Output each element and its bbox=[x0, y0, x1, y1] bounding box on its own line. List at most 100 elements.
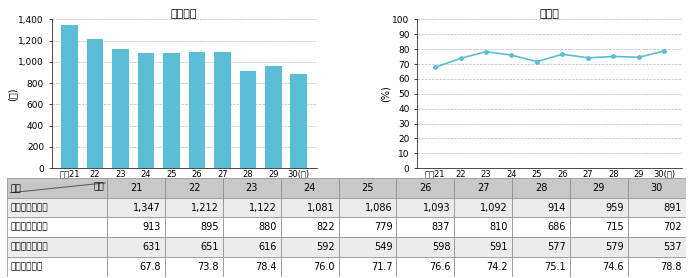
Text: 591: 591 bbox=[489, 242, 508, 252]
Bar bbox=[512, 217, 570, 237]
Bar bbox=[291, 74, 307, 168]
Bar bbox=[281, 178, 338, 198]
Text: 年次: 年次 bbox=[93, 182, 104, 191]
Bar bbox=[107, 237, 165, 257]
Text: 検挙人員（人）: 検挙人員（人） bbox=[10, 242, 48, 252]
Text: 認知件数（件）: 認知件数（件） bbox=[10, 203, 48, 212]
Bar bbox=[7, 198, 107, 217]
Text: 822: 822 bbox=[316, 222, 335, 232]
Text: 779: 779 bbox=[373, 222, 392, 232]
Bar bbox=[338, 178, 396, 198]
Bar bbox=[396, 178, 454, 198]
Text: 1,086: 1,086 bbox=[364, 203, 392, 212]
Bar bbox=[454, 217, 512, 237]
Title: 認知件数: 認知件数 bbox=[171, 9, 197, 19]
Bar bbox=[454, 178, 512, 198]
Text: 837: 837 bbox=[432, 222, 450, 232]
Bar bbox=[223, 237, 281, 257]
Text: 25: 25 bbox=[361, 183, 374, 193]
Text: 24: 24 bbox=[304, 183, 316, 193]
Y-axis label: (%): (%) bbox=[381, 85, 391, 102]
Text: 715: 715 bbox=[605, 222, 624, 232]
Text: 30: 30 bbox=[650, 183, 663, 193]
Text: 549: 549 bbox=[374, 242, 392, 252]
Bar bbox=[223, 198, 281, 217]
Bar bbox=[628, 257, 686, 277]
Bar bbox=[7, 237, 107, 257]
Text: 651: 651 bbox=[200, 242, 219, 252]
Text: 23: 23 bbox=[246, 183, 258, 193]
Text: 67.8: 67.8 bbox=[140, 262, 161, 272]
Bar bbox=[570, 257, 628, 277]
Text: 29: 29 bbox=[593, 183, 605, 193]
Text: 76.6: 76.6 bbox=[429, 262, 450, 272]
Bar bbox=[454, 198, 512, 217]
Text: 914: 914 bbox=[548, 203, 566, 212]
Bar bbox=[628, 217, 686, 237]
Bar bbox=[512, 198, 570, 217]
Bar bbox=[240, 71, 256, 168]
Bar bbox=[570, 178, 628, 198]
Text: 1,081: 1,081 bbox=[307, 203, 335, 212]
Text: 28: 28 bbox=[535, 183, 547, 193]
Text: 616: 616 bbox=[258, 242, 277, 252]
Text: 76.0: 76.0 bbox=[313, 262, 335, 272]
Text: 78.8: 78.8 bbox=[660, 262, 681, 272]
Bar bbox=[107, 198, 165, 217]
Text: 631: 631 bbox=[143, 242, 161, 252]
Bar bbox=[570, 198, 628, 217]
Bar bbox=[165, 257, 223, 277]
Title: 検挙率: 検挙率 bbox=[539, 9, 559, 19]
Bar bbox=[628, 178, 686, 198]
Text: 74.2: 74.2 bbox=[486, 262, 508, 272]
Text: 686: 686 bbox=[548, 222, 566, 232]
Bar bbox=[454, 257, 512, 277]
Bar bbox=[7, 217, 107, 237]
Bar bbox=[7, 178, 107, 198]
Bar bbox=[628, 198, 686, 217]
Bar bbox=[223, 178, 281, 198]
Text: 78.4: 78.4 bbox=[255, 262, 277, 272]
Bar bbox=[107, 217, 165, 237]
Bar bbox=[338, 257, 396, 277]
Text: 73.8: 73.8 bbox=[198, 262, 219, 272]
Text: 検挙率（％）: 検挙率（％） bbox=[10, 262, 43, 271]
Text: 592: 592 bbox=[316, 242, 335, 252]
Bar bbox=[396, 198, 454, 217]
Bar bbox=[338, 198, 396, 217]
Bar bbox=[628, 237, 686, 257]
Bar bbox=[214, 52, 231, 168]
Text: 702: 702 bbox=[663, 222, 681, 232]
Bar bbox=[165, 198, 223, 217]
Bar bbox=[570, 237, 628, 257]
Bar bbox=[163, 53, 180, 168]
Bar bbox=[570, 217, 628, 237]
Text: 75.1: 75.1 bbox=[544, 262, 566, 272]
Bar bbox=[338, 237, 396, 257]
Bar bbox=[512, 237, 570, 257]
Text: 22: 22 bbox=[188, 183, 200, 193]
Bar bbox=[454, 237, 512, 257]
Bar bbox=[396, 217, 454, 237]
Y-axis label: (件): (件) bbox=[7, 87, 17, 101]
Bar bbox=[165, 178, 223, 198]
Bar bbox=[189, 52, 205, 168]
Text: 810: 810 bbox=[490, 222, 508, 232]
Text: 577: 577 bbox=[547, 242, 566, 252]
Text: 1,093: 1,093 bbox=[422, 203, 450, 212]
Text: 579: 579 bbox=[605, 242, 624, 252]
Bar bbox=[338, 217, 396, 237]
Text: 1,212: 1,212 bbox=[191, 203, 219, 212]
Bar bbox=[265, 66, 282, 168]
Bar bbox=[7, 257, 107, 277]
Text: 74.6: 74.6 bbox=[602, 262, 624, 272]
Text: 区分: 区分 bbox=[10, 185, 21, 194]
Text: 959: 959 bbox=[605, 203, 624, 212]
Text: 891: 891 bbox=[663, 203, 681, 212]
Bar bbox=[396, 257, 454, 277]
Text: 1,347: 1,347 bbox=[134, 203, 161, 212]
Text: 880: 880 bbox=[258, 222, 277, 232]
Text: 26: 26 bbox=[419, 183, 431, 193]
Bar bbox=[281, 257, 338, 277]
Bar bbox=[112, 49, 129, 168]
